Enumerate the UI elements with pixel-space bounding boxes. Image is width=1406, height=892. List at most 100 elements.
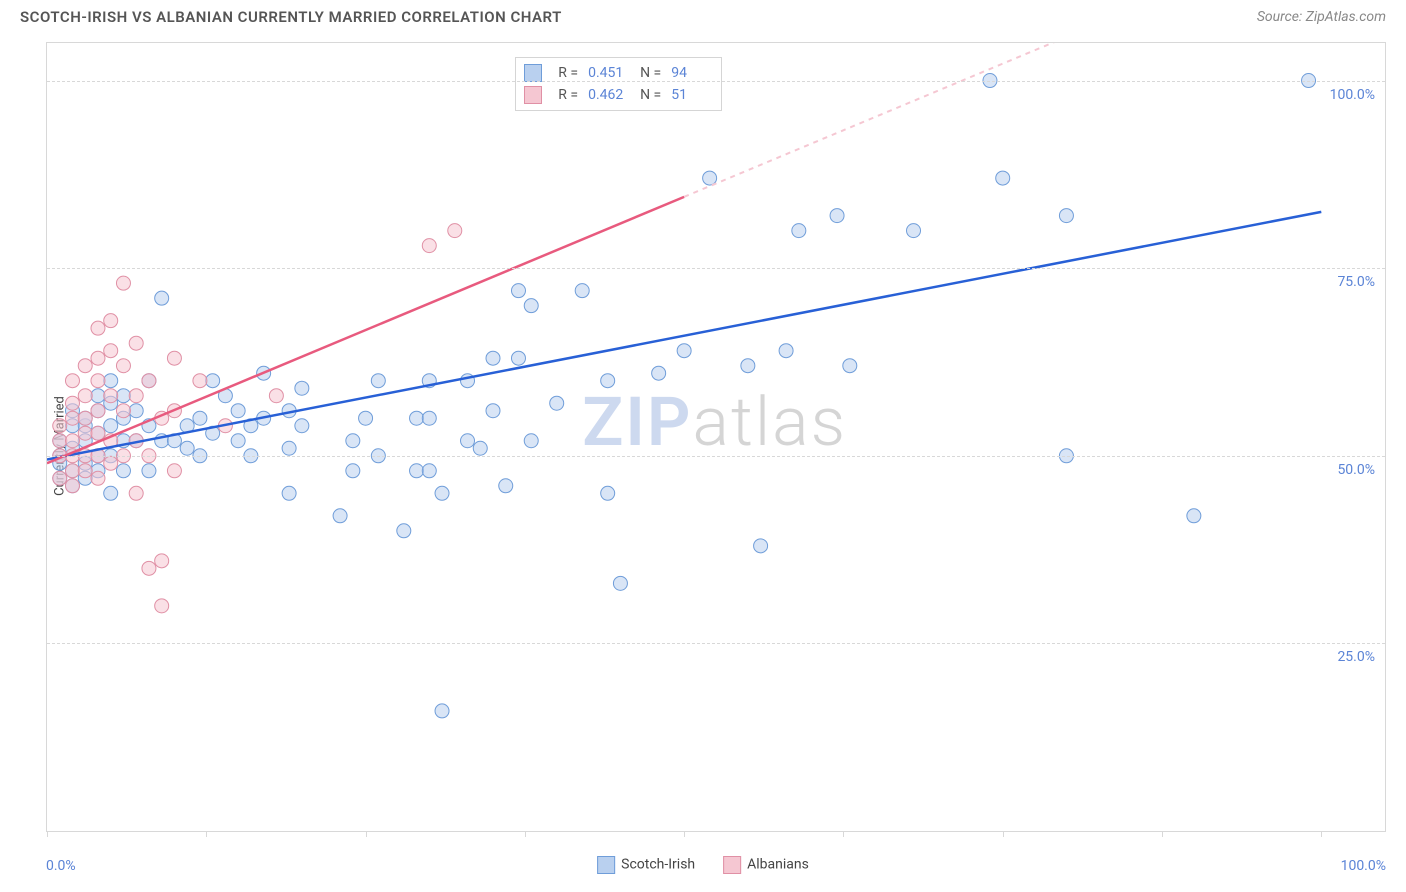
data-point	[677, 344, 691, 358]
xtick	[1162, 831, 1163, 837]
data-point	[78, 411, 92, 425]
data-point	[91, 471, 105, 485]
gridline	[47, 643, 1385, 644]
xtick	[525, 831, 526, 837]
data-point	[91, 389, 105, 403]
data-point	[104, 456, 118, 470]
data-point	[397, 524, 411, 538]
data-point	[550, 396, 564, 410]
legend-item: Albanians	[723, 856, 809, 874]
data-point	[104, 486, 118, 500]
scatter-svg	[47, 43, 1385, 831]
data-point	[78, 426, 92, 440]
data-point	[116, 276, 130, 290]
data-point	[104, 314, 118, 328]
data-point	[91, 374, 105, 388]
stats-r-value: 0.462	[588, 87, 630, 103]
data-point	[91, 321, 105, 335]
gridline	[47, 81, 1385, 82]
data-point	[78, 389, 92, 403]
xtick	[366, 831, 367, 837]
stats-r-label: R =	[558, 87, 578, 103]
data-point	[65, 464, 79, 478]
legend-label: Scotch-Irish	[621, 857, 695, 873]
data-point	[116, 389, 130, 403]
data-point	[53, 434, 67, 448]
data-point	[435, 704, 449, 718]
data-point	[155, 554, 169, 568]
data-point	[435, 486, 449, 500]
stats-n-label: N =	[640, 65, 661, 81]
stats-r-value: 0.451	[588, 65, 630, 81]
data-point	[371, 374, 385, 388]
data-point	[359, 411, 373, 425]
data-point	[511, 284, 525, 298]
stats-n-value: 51	[671, 87, 713, 103]
data-point	[282, 441, 296, 455]
data-point	[473, 441, 487, 455]
data-point	[295, 419, 309, 433]
data-point	[843, 359, 857, 373]
data-point	[830, 209, 844, 223]
trend-line	[47, 212, 1321, 460]
data-point	[410, 464, 424, 478]
xtick	[843, 831, 844, 837]
data-point	[53, 419, 67, 433]
data-point	[53, 471, 67, 485]
data-point	[652, 366, 666, 380]
data-point	[193, 374, 207, 388]
gridline	[47, 268, 1385, 269]
data-point	[422, 464, 436, 478]
data-point	[741, 359, 755, 373]
data-point	[499, 479, 513, 493]
data-point	[486, 351, 500, 365]
data-point	[575, 284, 589, 298]
data-point	[65, 396, 79, 410]
data-point	[1059, 209, 1073, 223]
data-point	[129, 336, 143, 350]
data-point	[155, 599, 169, 613]
data-point	[142, 561, 156, 575]
data-point	[511, 351, 525, 365]
legend-bottom: Scotch-Irish Albanians	[597, 856, 809, 874]
data-point	[65, 374, 79, 388]
data-point	[104, 374, 118, 388]
xtick	[47, 831, 48, 837]
ytick-label: 50.0%	[1337, 462, 1375, 478]
data-point	[779, 344, 793, 358]
legend-label: Albanians	[747, 857, 809, 873]
legend-item: Scotch-Irish	[597, 856, 695, 874]
x-axis-max: 100.0%	[1341, 858, 1386, 874]
data-point	[1187, 509, 1201, 523]
data-point	[167, 464, 181, 478]
xtick	[1003, 831, 1004, 837]
data-point	[142, 374, 156, 388]
data-point	[461, 434, 475, 448]
data-point	[167, 351, 181, 365]
data-point	[346, 464, 360, 478]
data-point	[269, 389, 283, 403]
data-point	[996, 171, 1010, 185]
data-point	[754, 539, 768, 553]
xtick	[684, 831, 685, 837]
data-point	[129, 486, 143, 500]
x-axis-min: 0.0%	[46, 858, 76, 874]
data-point	[295, 381, 309, 395]
plot-area: ZIPatlas R =0.451N =94R =0.462N =51 25.0…	[46, 42, 1386, 832]
data-point	[129, 389, 143, 403]
data-point	[231, 404, 245, 418]
chart-header: SCOTCH-IRISH VS ALBANIAN CURRENTLY MARRI…	[0, 0, 1406, 30]
stats-swatch	[524, 86, 542, 104]
data-point	[601, 374, 615, 388]
data-point	[91, 426, 105, 440]
ytick-label: 100.0%	[1330, 87, 1375, 103]
data-point	[524, 299, 538, 313]
legend-swatch	[723, 856, 741, 874]
ytick-label: 25.0%	[1337, 649, 1375, 665]
data-point	[206, 374, 220, 388]
data-point	[792, 224, 806, 238]
data-point	[65, 434, 79, 448]
data-point	[524, 434, 538, 448]
stats-swatch	[524, 64, 542, 82]
data-point	[422, 411, 436, 425]
